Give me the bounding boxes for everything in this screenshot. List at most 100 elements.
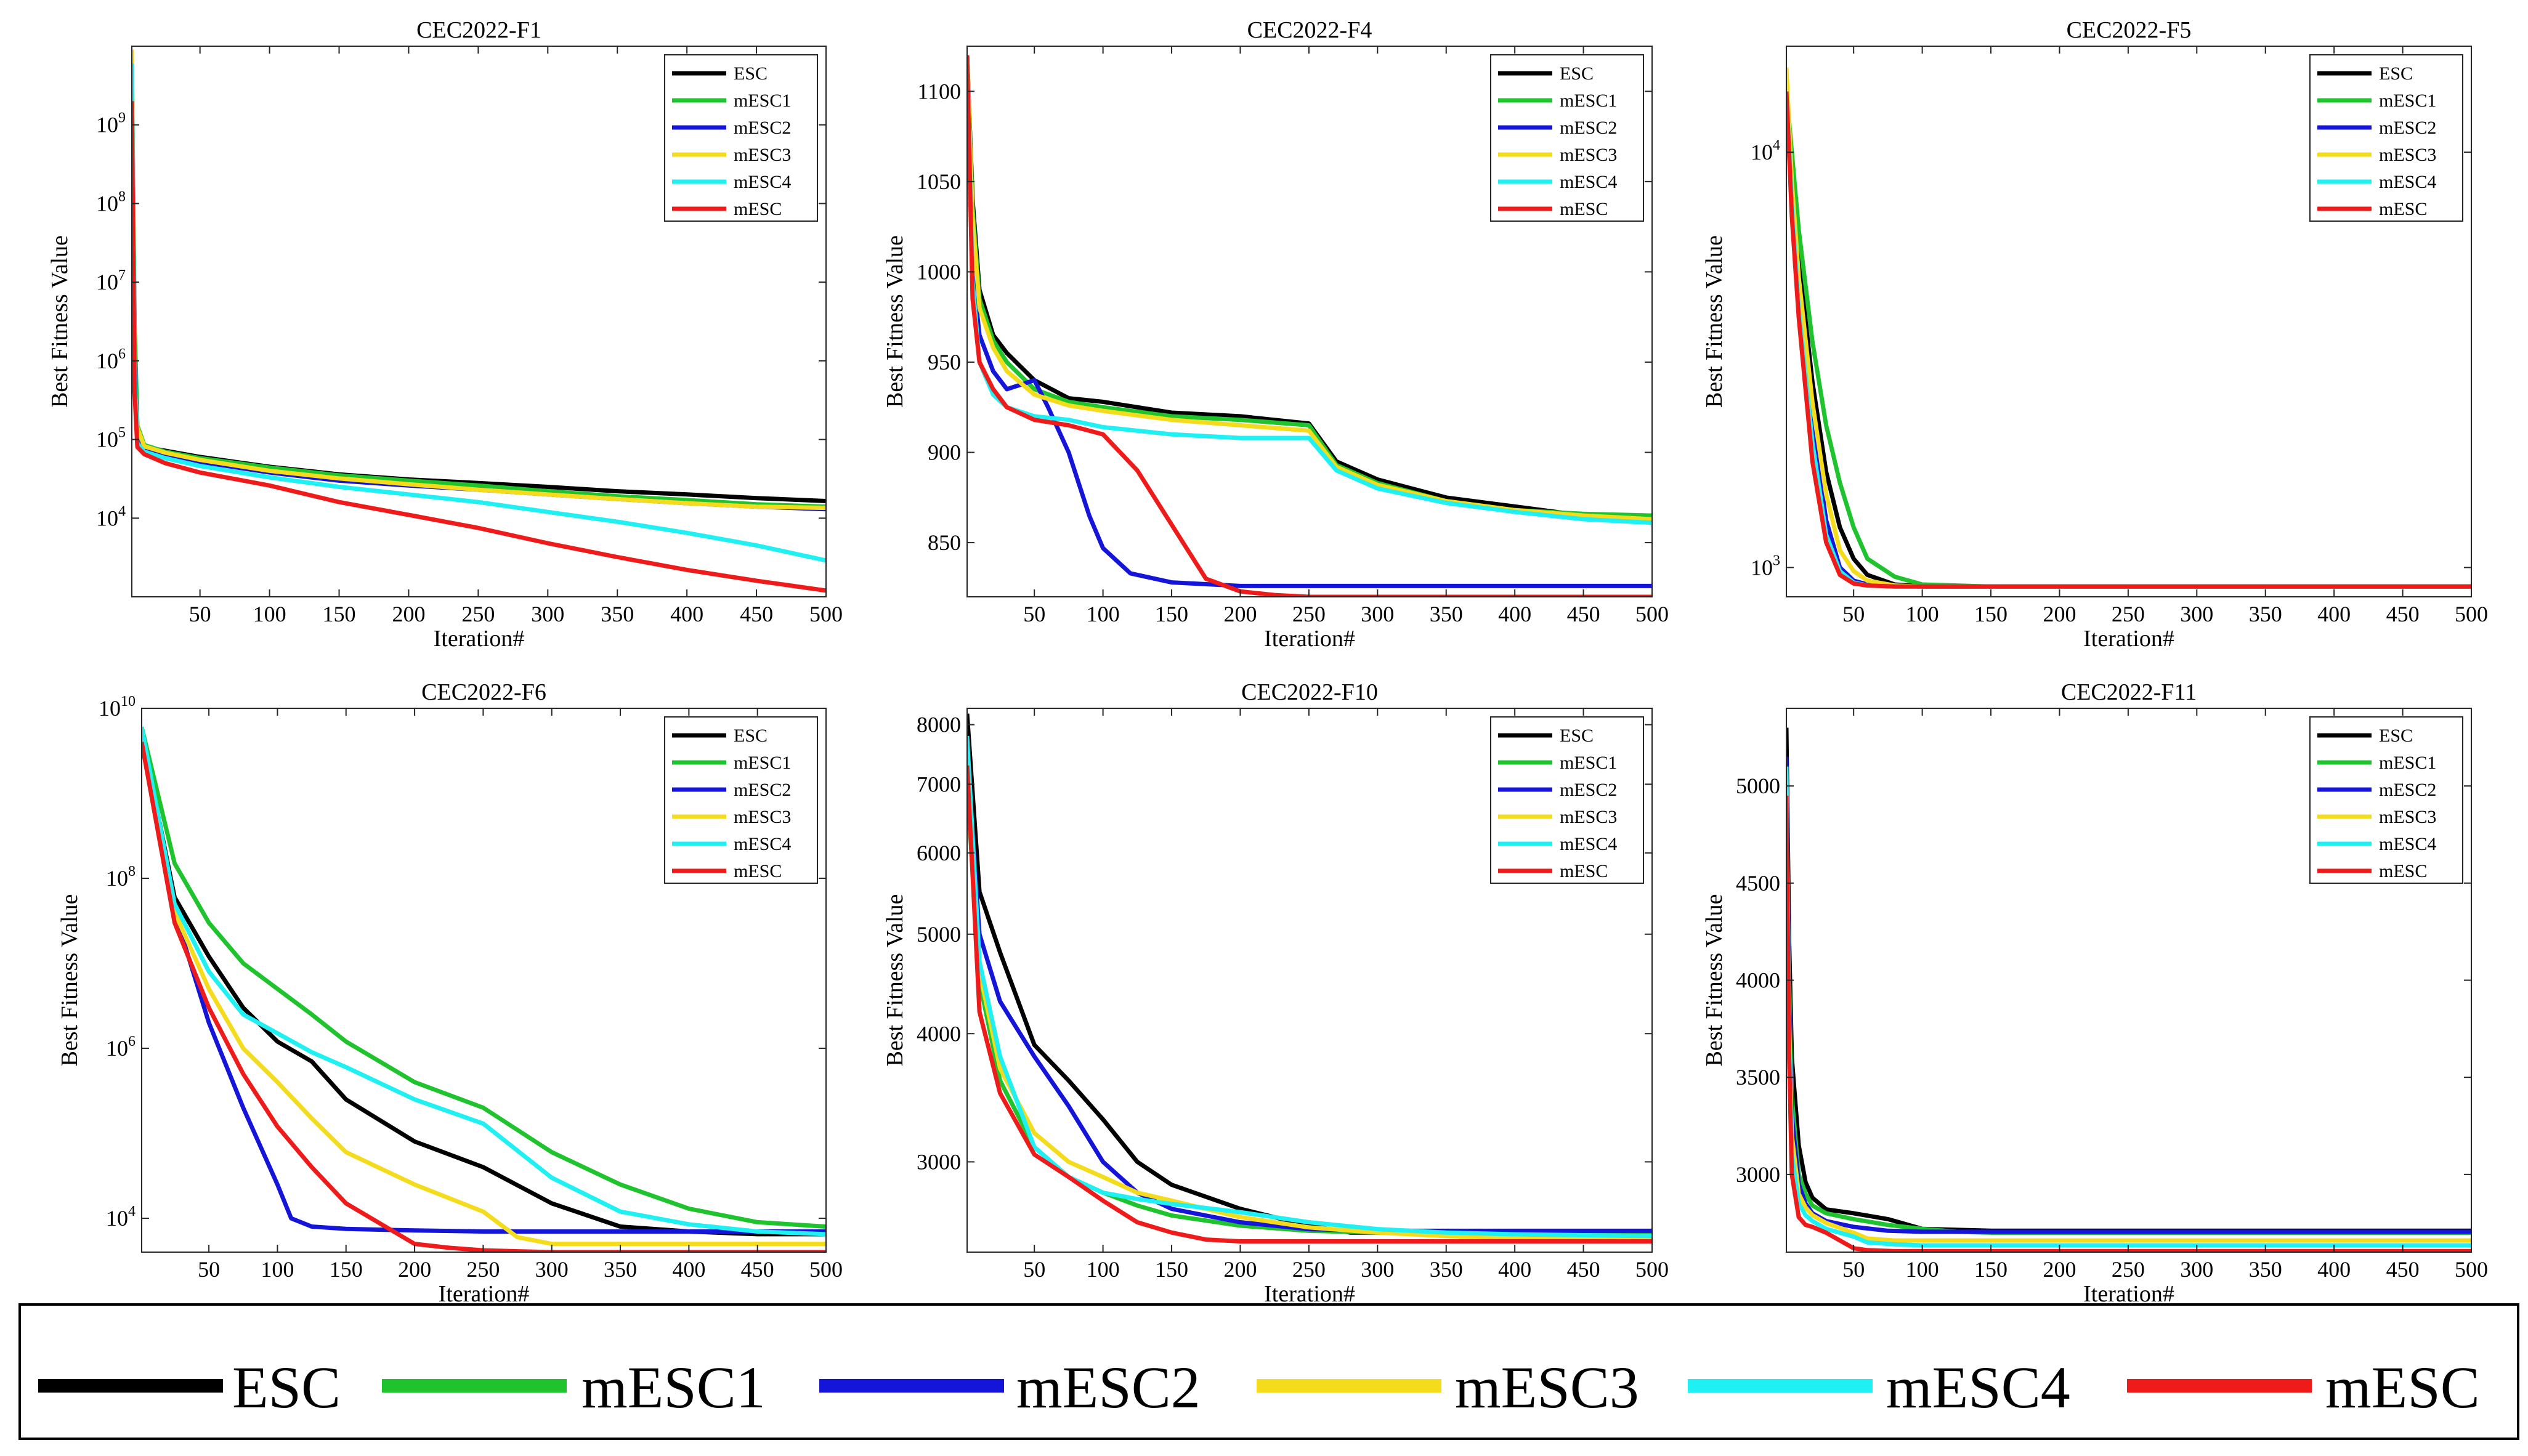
x-tick-label: 100 xyxy=(1087,1257,1120,1282)
x-tick-label: 50 xyxy=(1842,1257,1865,1282)
legend-label-mESC: mESC xyxy=(734,861,782,881)
bottom-legend-label-mESC: mESC xyxy=(2325,1354,2480,1420)
x-tick-label: 350 xyxy=(604,1257,637,1282)
x-tick-label: 300 xyxy=(1361,1257,1394,1282)
legend-box xyxy=(1490,54,1644,222)
x-tick-label: 350 xyxy=(1430,602,1463,626)
chart-panel-F6: 50 100 150 200 250 300 350 400 450 500 104 106 108 10… xyxy=(57,679,843,1307)
legend-label-mESC4: mESC4 xyxy=(2379,834,2436,854)
y-tick-label: 8000 xyxy=(917,713,961,737)
series-line-mESC2 xyxy=(967,55,1652,588)
chart-panel-F11: 50 100 150 200 250 300 350 400 450 500 3000 3500 400… xyxy=(1701,679,2488,1307)
bottom-legend-label-mESC3: mESC3 xyxy=(1455,1354,1639,1420)
y-tick-label: 108 xyxy=(106,863,136,891)
x-tick-label: 250 xyxy=(2112,1257,2145,1282)
legend-label-mESC: mESC xyxy=(2379,199,2427,219)
x-tick-label: 50 xyxy=(1023,602,1045,626)
x-tick-label: 200 xyxy=(392,602,425,626)
x-tick-label: 450 xyxy=(2386,602,2420,626)
series-group xyxy=(142,726,826,1252)
x-axis-label: Iteration# xyxy=(1264,1281,1355,1307)
bottom-legend: ESC mESC1 mESC2 mESC3 mESC4 mESC xyxy=(18,1303,2519,1440)
legend: ESC mESC1 mESC2 mESC3 mESC4 mESC xyxy=(1490,54,1644,222)
legend-label-mESC2: mESC2 xyxy=(734,780,791,800)
x-tick-label: 150 xyxy=(1974,602,2007,626)
y-axis-label: Best Fitness Value xyxy=(882,235,908,408)
series-line-mESC1 xyxy=(142,726,826,1229)
series-group xyxy=(132,49,826,593)
y-tick-label: 106 xyxy=(96,346,126,373)
x-tick-label: 50 xyxy=(198,1257,220,1282)
legend-label-mESC2: mESC2 xyxy=(734,118,791,138)
series-line-mESC xyxy=(967,55,1652,597)
legend-label-ESC: ESC xyxy=(734,63,768,84)
y-tick-label: 3000 xyxy=(1736,1162,1780,1187)
series-line-mESC2 xyxy=(967,753,1652,1233)
x-tick-label: 350 xyxy=(1430,1257,1463,1282)
series-group xyxy=(1786,727,2471,1252)
y-axis-label: Best Fitness Value xyxy=(1701,894,1727,1066)
x-tick-label: 350 xyxy=(601,602,634,626)
series-line-mESC xyxy=(1786,795,2471,1252)
x-tick-label: 450 xyxy=(740,602,773,626)
series-group xyxy=(1786,67,2471,589)
y-axis-label: Best Fitness Value xyxy=(1701,235,1727,408)
legend-label-mESC3: mESC3 xyxy=(1560,807,1617,827)
x-tick-label: 500 xyxy=(1635,602,1669,626)
y-tick-label: 1000 xyxy=(917,259,961,284)
y-tick-label: 108 xyxy=(96,188,126,216)
legend-box xyxy=(2309,54,2463,222)
y-tick-label: 5000 xyxy=(1736,774,1780,798)
chart-panel-F5: 50 100 150 200 250 300 350 400 450 500 103 104 CEC20… xyxy=(1701,17,2488,652)
y-tick-label: 4500 xyxy=(1736,871,1780,896)
chart-title: CEC2022-F4 xyxy=(1247,17,1372,43)
legend-label-mESC3: mESC3 xyxy=(2379,145,2436,165)
legend-label-mESC: mESC xyxy=(1560,199,1608,219)
bottom-legend-label-mESC2: mESC2 xyxy=(1016,1354,1201,1420)
y-tick-label: 7000 xyxy=(917,772,961,796)
x-axis-label: Iteration# xyxy=(2083,626,2174,652)
x-tick-label: 150 xyxy=(1155,602,1188,626)
y-tick-label: 1050 xyxy=(917,169,961,194)
x-tick-label: 300 xyxy=(1361,602,1394,626)
chart-panel-F10: 50 100 150 200 250 300 350 400 450 500 3000 4000 500… xyxy=(882,679,1669,1307)
legend-label-ESC: ESC xyxy=(2379,63,2413,84)
legend-box xyxy=(664,54,818,222)
legend-label-mESC2: mESC2 xyxy=(2379,780,2436,800)
x-tick-label: 200 xyxy=(1223,1257,1257,1282)
legend-label-mESC2: mESC2 xyxy=(1560,118,1617,138)
legend-box xyxy=(664,716,818,884)
x-axis-label: Iteration# xyxy=(434,626,525,652)
bottom-legend-label-mESC1: mESC1 xyxy=(581,1354,766,1420)
y-tick-label: 109 xyxy=(96,110,126,137)
legend-label-mESC1: mESC1 xyxy=(1560,753,1617,773)
x-tick-label: 150 xyxy=(330,1257,363,1282)
x-axis-label: Iteration# xyxy=(1264,626,1355,652)
y-tick-label: 4000 xyxy=(917,1021,961,1046)
x-tick-label: 300 xyxy=(2180,1257,2213,1282)
series-line-mESC3 xyxy=(1786,805,2471,1243)
legend-label-mESC: mESC xyxy=(2379,861,2427,881)
x-tick-label: 100 xyxy=(1906,1257,1939,1282)
legend-label-mESC1: mESC1 xyxy=(1560,91,1617,111)
y-tick-label: 104 xyxy=(1751,137,1780,164)
series-line-mESC xyxy=(132,101,826,593)
x-tick-label: 400 xyxy=(1498,1257,1531,1282)
legend-box xyxy=(1490,716,1644,884)
x-tick-label: 400 xyxy=(672,1257,705,1282)
x-tick-label: 100 xyxy=(261,1257,294,1282)
series-line-mESC xyxy=(142,742,826,1252)
legend-label-mESC1: mESC1 xyxy=(734,91,791,111)
legend: ESC mESC1 mESC2 mESC3 mESC4 mESC xyxy=(1490,716,1644,884)
x-tick-label: 350 xyxy=(2249,1257,2282,1282)
x-tick-label: 150 xyxy=(1974,1257,2007,1282)
x-tick-label: 450 xyxy=(1567,1257,1600,1282)
series-line-mESC4 xyxy=(142,726,826,1237)
chart-panel-F1: 50 100 150 200 250 300 350 400 450 500 104 105 106 10… xyxy=(47,17,843,652)
bottom-legend-box xyxy=(18,1303,2519,1440)
x-tick-label: 450 xyxy=(741,1257,774,1282)
y-tick-label: 107 xyxy=(96,267,126,294)
x-tick-label: 500 xyxy=(1635,1257,1669,1282)
x-tick-label: 150 xyxy=(323,602,356,626)
series-line-mESC4 xyxy=(1786,766,2471,1248)
